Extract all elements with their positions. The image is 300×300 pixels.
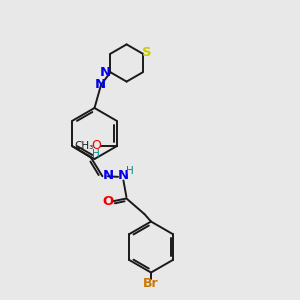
- Text: H: H: [92, 149, 99, 159]
- Text: N: N: [95, 77, 106, 91]
- Text: H: H: [126, 167, 134, 176]
- Text: N: N: [100, 66, 111, 80]
- Text: O: O: [91, 140, 101, 152]
- Text: CH₃: CH₃: [75, 141, 94, 151]
- Text: S: S: [142, 46, 152, 59]
- Text: N: N: [118, 169, 129, 182]
- Text: O: O: [102, 195, 113, 208]
- Text: N: N: [102, 169, 113, 182]
- Text: Br: Br: [143, 278, 159, 290]
